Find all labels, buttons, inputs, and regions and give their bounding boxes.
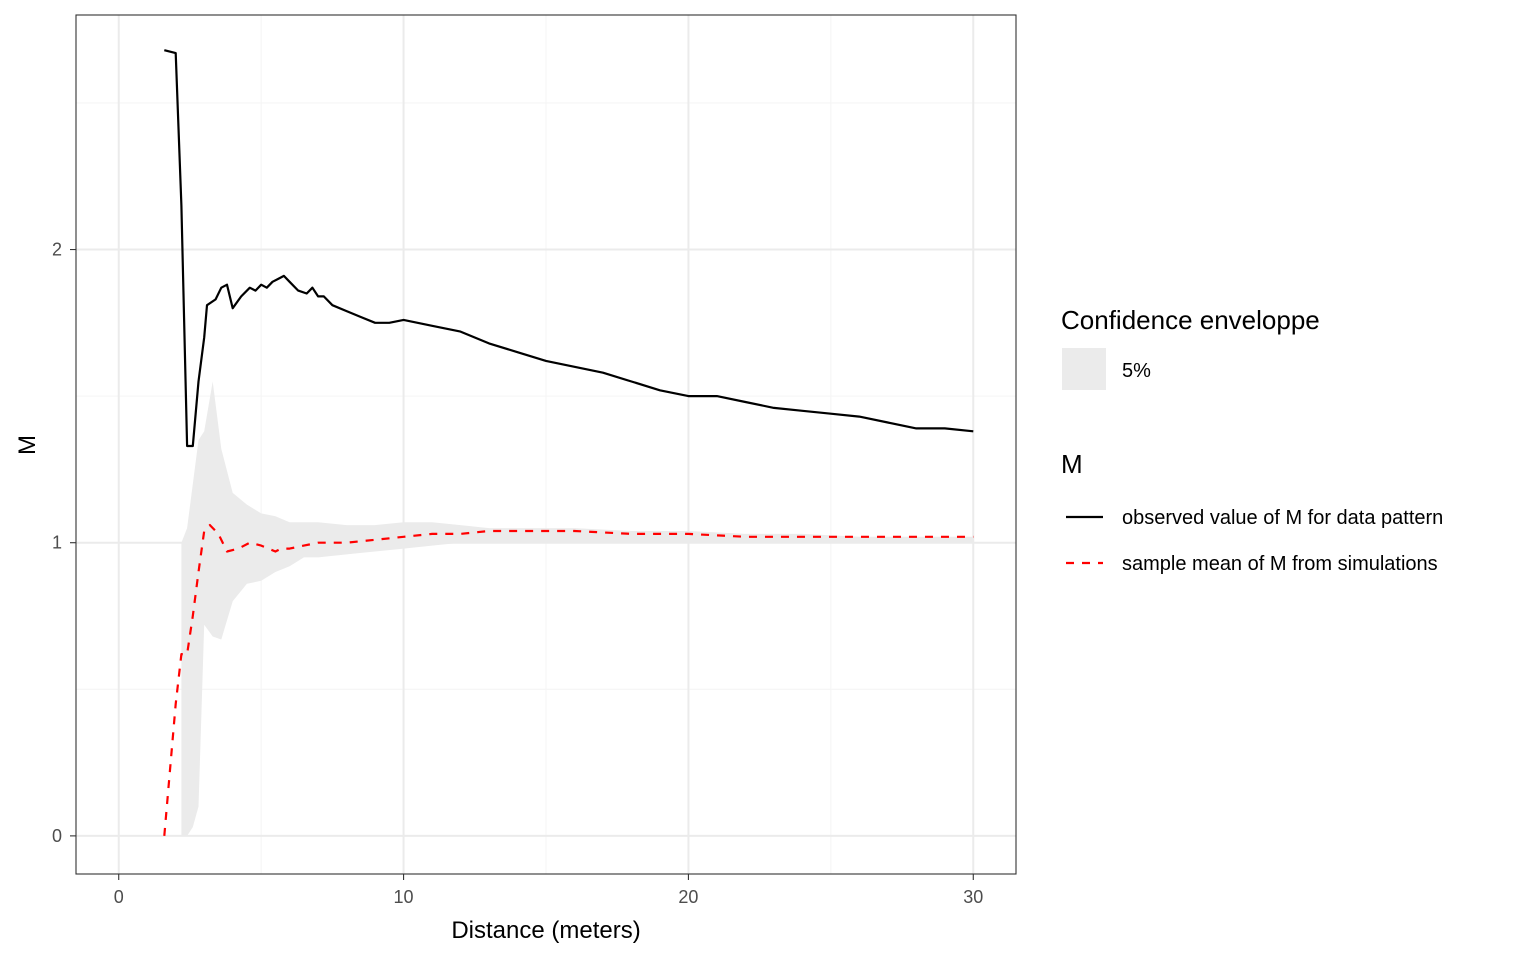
panel-border xyxy=(75,14,1017,875)
simulated-mean-m-line xyxy=(163,523,974,836)
legend-fill-title: Confidence enveloppe xyxy=(1061,305,1320,335)
observed-m-line xyxy=(164,49,974,448)
x-axis-title: Distance (meters) xyxy=(451,917,640,944)
y-tick-label: 0 xyxy=(52,826,62,846)
series-layer xyxy=(163,49,974,836)
minor-gridlines xyxy=(76,15,1016,874)
legend-line-title: M xyxy=(1061,449,1083,479)
x-tick-label: 10 xyxy=(394,887,414,907)
plot-panel xyxy=(75,14,1017,875)
legend-mean-label: sample mean of M from simulations xyxy=(1122,553,1438,575)
legend-envelope-label: 5% xyxy=(1122,360,1151,382)
y-axis-title: M xyxy=(14,435,41,455)
x-tick-label: 0 xyxy=(114,887,124,907)
y-axis-ticks: 0 1 2 xyxy=(52,240,76,846)
legend-observed-label: observed value of M for data pattern xyxy=(1122,507,1443,529)
legend: Confidence enveloppe 5% M observed value… xyxy=(1061,305,1443,575)
x-tick-label: 20 xyxy=(678,887,698,907)
x-tick-label: 30 xyxy=(963,887,983,907)
y-tick-label: 1 xyxy=(52,533,62,553)
x-axis-ticks: 0 10 20 30 xyxy=(114,874,983,907)
legend-envelope-key xyxy=(1062,348,1106,390)
y-tick-label: 2 xyxy=(52,240,62,260)
